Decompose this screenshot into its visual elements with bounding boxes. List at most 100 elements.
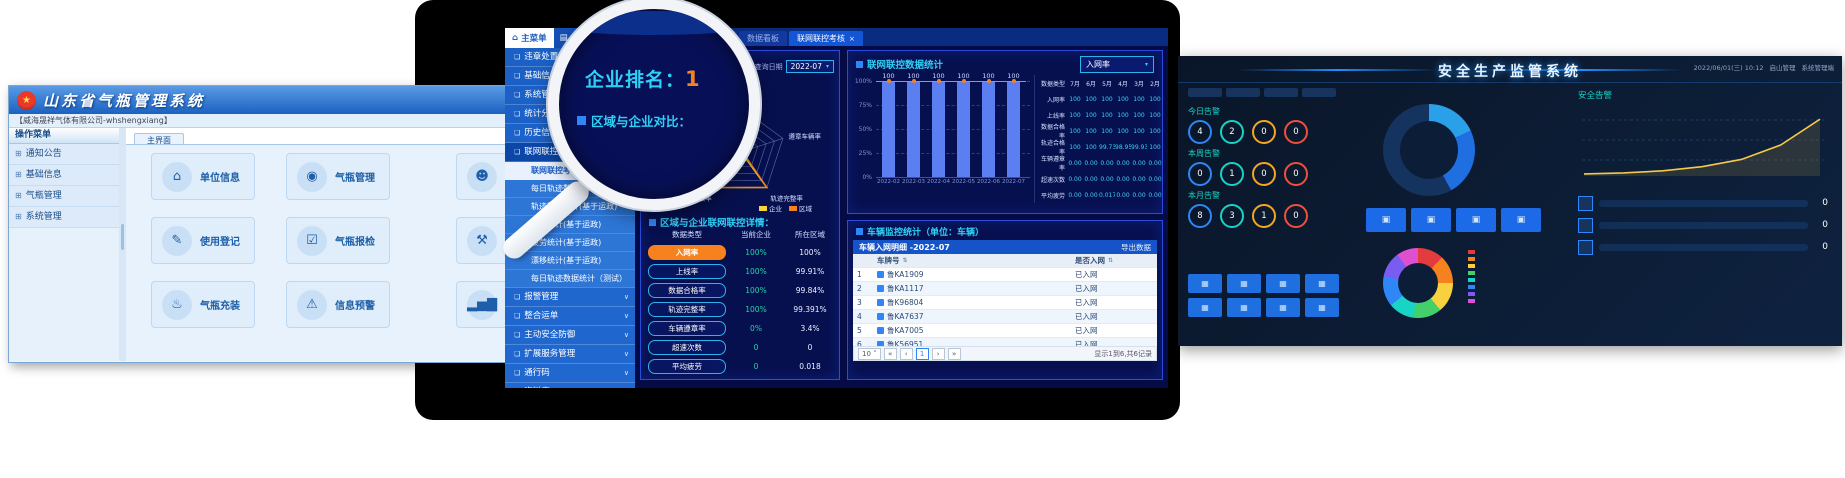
sort-icon[interactable]: ⇅: [902, 257, 908, 264]
sort-icon[interactable]: ⇅: [1108, 257, 1114, 264]
shortcut-tile[interactable]: ▣: [1411, 208, 1451, 232]
tile-使用登记[interactable]: ✎ 使用登记: [151, 217, 255, 264]
sidebar-item-通行码[interactable]: ❏ 通行码 ∨: [505, 364, 635, 383]
metric-pill-平均疲劳[interactable]: 平均疲劳: [648, 359, 726, 374]
sidebar-item-label: 系统管理: [25, 212, 62, 222]
tile-person-icon[interactable]: ☻: [456, 153, 509, 200]
tab-联网联控考核[interactable]: 联网联控考核 ×: [789, 31, 863, 46]
sidebar-item-报警管理[interactable]: ❏ 报警管理 ∨: [505, 288, 635, 307]
expand-icon[interactable]: ⊞: [15, 149, 22, 158]
tab-数据看板[interactable]: 数据看板: [739, 31, 787, 46]
tile-label: 气瓶报检: [335, 237, 375, 248]
portal-link[interactable]: 系统管理端: [1801, 64, 1835, 72]
section-bullet-icon: [577, 116, 586, 125]
monthly-cell: 轨迹合格率: [1040, 140, 1065, 156]
sidebar-item-通知公告[interactable]: ⊞ 通知公告: [9, 144, 119, 165]
sidebar-item-气瓶管理[interactable]: ⊞ 气瓶管理: [9, 186, 119, 207]
metric-pill-数据合格率[interactable]: 数据合格率: [648, 283, 726, 298]
tile-信息预警[interactable]: ⚠ 信息预警: [286, 281, 390, 328]
shortcut-tile[interactable]: ▣: [1366, 208, 1406, 232]
page-size-select[interactable]: 10 ˅: [858, 347, 881, 360]
shortcut-tile[interactable]: ▣: [1456, 208, 1496, 232]
company-value: 100%: [745, 248, 767, 257]
tab-home[interactable]: ⌂ 主菜单: [505, 28, 554, 48]
last-page-button[interactable]: »: [947, 347, 961, 360]
submenu-item-每日轨迹数据统计（测试）[interactable]: 每日轨迹数据统计（测试）: [505, 270, 635, 288]
menu-label: 系统管理: [524, 90, 559, 100]
chevron-down-icon: ∨: [624, 383, 629, 388]
first-page-button[interactable]: «: [883, 347, 897, 360]
sidebar-item-扩展服务管理[interactable]: ❏ 扩展服务管理 ∨: [505, 345, 635, 364]
splitter[interactable]: [119, 128, 126, 361]
monthly-row-超速次数: 超速次数 0.00 0.00 0.00 0.00 0.00 0.00: [1037, 171, 1163, 187]
building-icon: ⌂: [162, 161, 192, 192]
table-row[interactable]: 3 鲁K96804 已入网: [853, 296, 1157, 310]
sidebar-item-整合运单[interactable]: ❏ 整合运单 ∨: [505, 307, 635, 326]
next-page-button[interactable]: ›: [931, 347, 945, 360]
monthly-cell: 入网率: [1046, 96, 1065, 104]
table-row[interactable]: 5 鲁KA7005 已入网: [853, 324, 1157, 338]
quick-action-button[interactable]: ▦: [1305, 298, 1339, 317]
nav-pill[interactable]: [1302, 88, 1336, 97]
x-tick-label: 2022-04: [927, 179, 950, 185]
safety-stat-rows: 0 0 0: [1578, 192, 1828, 258]
status-cell: 已入网: [1075, 340, 1098, 349]
close-icon[interactable]: ×: [849, 35, 855, 43]
metric-pill-超速次数[interactable]: 超速次数: [648, 340, 726, 355]
expand-icon[interactable]: ⊞: [15, 191, 22, 200]
expand-icon[interactable]: ⊞: [15, 212, 22, 221]
company-value: 0%: [750, 324, 762, 333]
quick-action-button[interactable]: ▦: [1188, 274, 1222, 293]
sidebar-item-基础信息[interactable]: ⊞ 基础信息: [9, 165, 119, 186]
legend-color-chip: [1468, 250, 1475, 254]
current-page[interactable]: 1: [915, 347, 929, 360]
export-data-link[interactable]: 导出数据: [1121, 242, 1151, 252]
quick-action-button[interactable]: ▦: [1227, 274, 1261, 293]
metric-select[interactable]: 入网率 ▾: [1080, 56, 1154, 73]
quick-action-button[interactable]: ▦: [1266, 274, 1300, 293]
quick-action-button[interactable]: ▦: [1266, 298, 1300, 317]
region-value: 99.391%: [793, 305, 827, 314]
sidebar-item-资料库[interactable]: ❏ 资料库 ∨: [505, 383, 635, 388]
table-row[interactable]: 4 鲁KA7637 已入网: [853, 310, 1157, 324]
ring-badge: 0: [1252, 120, 1276, 144]
quick-action-button[interactable]: ▦: [1227, 298, 1261, 317]
prev-page-button[interactable]: ‹: [899, 347, 913, 360]
monthly-cell: 0.00: [1148, 159, 1162, 167]
date-select[interactable]: 2022-07 ▾: [785, 60, 834, 73]
y-tick-label: 75%: [858, 102, 872, 109]
expand-icon[interactable]: ⊞: [15, 170, 22, 179]
sidebar-item-主动安全防御[interactable]: ❏ 主动安全防御 ∨: [505, 326, 635, 345]
quick-action-button[interactable]: ▦: [1188, 298, 1222, 317]
monthly-row-入网率: 入网率 100 100 100 100 100 100: [1037, 91, 1163, 107]
vehicle-header-车牌号[interactable]: 车牌号 ⇅: [877, 256, 908, 265]
metric-pill-车辆遵章率[interactable]: 车辆遵章率: [648, 321, 726, 336]
nav-pill[interactable]: [1226, 88, 1260, 97]
risk-donut-legend: [1468, 250, 1475, 303]
metric-pill-轨迹完整率[interactable]: 轨迹完整率: [648, 302, 726, 317]
monthly-cell: 100: [1149, 143, 1161, 151]
tile-气瓶管理[interactable]: ◉ 气瓶管理: [286, 153, 390, 200]
user-name[interactable]: 启山管理: [1769, 64, 1796, 72]
svg-text:轨迹完整率: 轨迹完整率: [770, 193, 803, 202]
tile-气瓶报检[interactable]: ☑ 气瓶报检: [286, 217, 390, 264]
legend-swatch: [789, 206, 797, 211]
tile-chart-icon[interactable]: ▂▅▇: [456, 281, 509, 328]
table-row[interactable]: 2 鲁KA1117 已入网: [853, 282, 1157, 296]
monthly-cell: 0.00: [1132, 191, 1146, 199]
quick-action-button[interactable]: ▦: [1305, 274, 1339, 293]
sidebar-item-系统管理[interactable]: ⊞ 系统管理: [9, 207, 119, 228]
shortcut-tile[interactable]: ▣: [1501, 208, 1541, 232]
tile-wrench-icon[interactable]: ⚒: [456, 217, 509, 264]
submenu-item-漂移统计(基于运政)[interactable]: 漂移统计(基于运政): [505, 252, 635, 270]
vehicle-header-是否入网[interactable]: 是否入网 ⇅: [1075, 256, 1114, 265]
tile-单位信息[interactable]: ⌂ 单位信息: [151, 153, 255, 200]
metric-pill-入网率[interactable]: 入网率: [648, 245, 726, 260]
nav-pill[interactable]: [1264, 88, 1298, 97]
table-row[interactable]: 1 鲁KA1909 已入网: [853, 268, 1157, 282]
tile-气瓶充装[interactable]: ♨ 气瓶充装: [151, 281, 255, 328]
metric-pill-上线率[interactable]: 上线率: [648, 264, 726, 279]
vehicle-icon: [877, 271, 884, 278]
nav-pill[interactable]: [1188, 88, 1222, 97]
